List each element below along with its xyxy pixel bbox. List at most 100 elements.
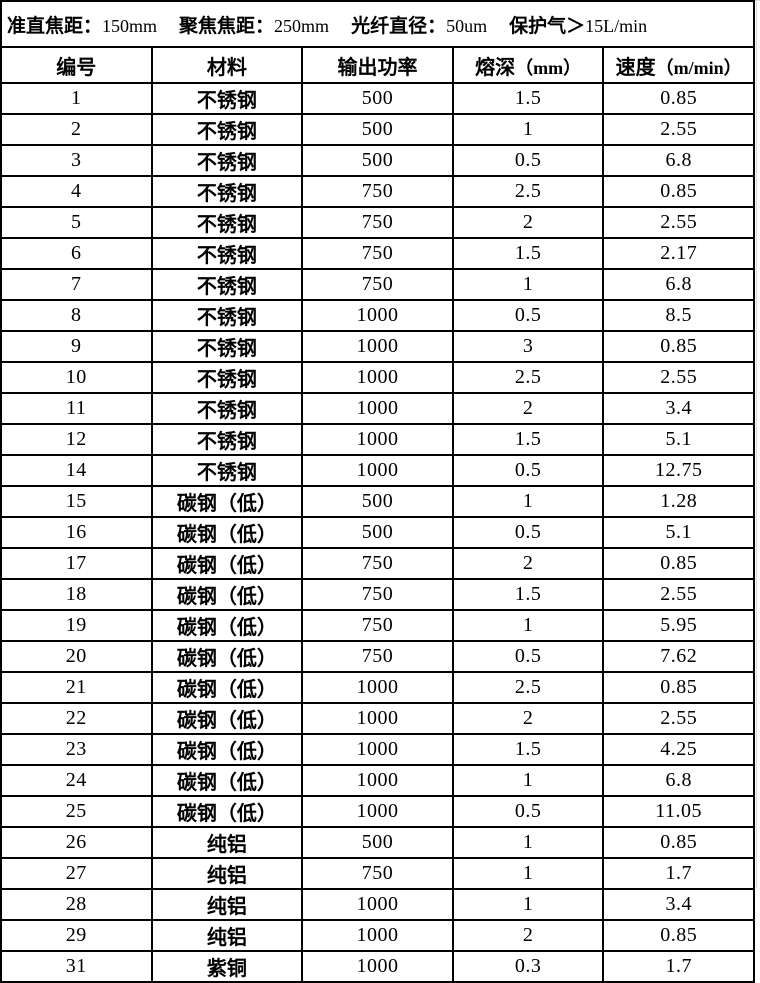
cell-depth: 1: [451, 268, 605, 301]
table-body: 1 不锈钢 500 1.5 0.85 2 不锈钢 500 1 2.55 3 不锈钢 500 0.5 6.8 4…: [0, 82, 755, 983]
cell-power: 500: [301, 144, 454, 177]
column-header-speed-unit: （m/min）: [655, 57, 742, 78]
cell-speed: 5.95: [602, 609, 755, 642]
cell-power: 750: [301, 268, 454, 301]
cell-power: 1000: [301, 330, 454, 363]
cell-speed: 1.7: [602, 950, 755, 983]
cell-material: 不锈钢: [150, 361, 304, 394]
cell-speed: 3.4: [602, 392, 755, 425]
cell-power: 500: [301, 516, 454, 549]
table-row: 17 碳钢（低） 750 2 0.85: [0, 547, 755, 580]
cell-material: 纯铝: [150, 919, 304, 952]
cell-depth: 1: [451, 609, 605, 642]
collimating-focal-length-value: 150mm: [102, 15, 158, 36]
table-row: 19 碳钢（低） 750 1 5.95: [0, 609, 755, 642]
cell-depth: 2: [451, 702, 605, 735]
cell-depth: 2.5: [451, 671, 605, 704]
cell-id: 14: [0, 454, 153, 487]
cell-speed: 0.85: [602, 330, 755, 363]
cell-speed: 5.1: [602, 516, 755, 549]
cell-material: 不锈钢: [150, 82, 304, 115]
cell-id: 1: [0, 82, 153, 115]
cell-power: 1000: [301, 733, 454, 766]
cell-speed: 2.55: [602, 361, 755, 394]
table-row: 10 不锈钢 1000 2.5 2.55: [0, 361, 755, 394]
cell-material: 紫铜: [150, 950, 304, 983]
cell-depth: 2: [451, 392, 605, 425]
table-row: 28 纯铝 1000 1 3.4: [0, 888, 755, 921]
table-row: 8 不锈钢 1000 0.5 8.5: [0, 299, 755, 332]
cell-power: 1000: [301, 888, 454, 921]
cell-speed: 0.85: [602, 82, 755, 115]
table-row: 16 碳钢（低） 500 0.5 5.1: [0, 516, 755, 549]
cell-id: 19: [0, 609, 153, 642]
cell-material: 不锈钢: [150, 392, 304, 425]
cell-material: 纯铝: [150, 857, 304, 890]
cell-depth: 1: [451, 764, 605, 797]
column-header-speed: 速度（m/min）: [602, 46, 755, 84]
column-header-depth-unit: （mm）: [515, 57, 582, 78]
table-row: 5 不锈钢 750 2 2.55: [0, 206, 755, 239]
cell-material: 不锈钢: [150, 144, 304, 177]
cell-depth: 3: [451, 330, 605, 363]
process-parameter-banner-row: 准直焦距：150mm 聚焦焦距：250mm 光纤直径：50um 保护气＞15L/min: [0, 0, 755, 48]
table-row: 23 碳钢（低） 1000 1.5 4.25: [0, 733, 755, 766]
cell-power: 500: [301, 82, 454, 115]
cell-power: 1000: [301, 361, 454, 394]
cell-power: 1000: [301, 950, 454, 983]
table-row: 14 不锈钢 1000 0.5 12.75: [0, 454, 755, 487]
focusing-focal-length-label: 聚焦焦距：: [179, 15, 275, 37]
cell-speed: 0.85: [602, 671, 755, 704]
shielding-gas-label: 保护气＞: [509, 15, 586, 37]
cell-id: 21: [0, 671, 153, 704]
cell-power: 1000: [301, 764, 454, 797]
cell-power: 750: [301, 547, 454, 580]
cell-id: 4: [0, 175, 153, 208]
table-row: 21 碳钢（低） 1000 2.5 0.85: [0, 671, 755, 704]
table-row: 22 碳钢（低） 1000 2 2.55: [0, 702, 755, 735]
cell-material: 不锈钢: [150, 330, 304, 363]
cell-material: 碳钢（低）: [150, 733, 304, 766]
cell-material: 碳钢（低）: [150, 485, 304, 518]
cell-speed: 6.8: [602, 764, 755, 797]
cell-depth: 2.5: [451, 175, 605, 208]
cell-depth: 2.5: [451, 361, 605, 394]
shielding-gas-value: 15L/min: [585, 15, 648, 36]
cell-material: 不锈钢: [150, 268, 304, 301]
cell-power: 1000: [301, 423, 454, 456]
table-row: 25 碳钢（低） 1000 0.5 11.05: [0, 795, 755, 828]
cell-power: 1000: [301, 392, 454, 425]
cell-material: 纯铝: [150, 826, 304, 859]
cell-speed: 0.85: [602, 547, 755, 580]
cell-material: 不锈钢: [150, 299, 304, 332]
cell-id: 22: [0, 702, 153, 735]
cell-depth: 0.5: [451, 795, 605, 828]
table-row: 7 不锈钢 750 1 6.8: [0, 268, 755, 301]
cell-speed: 6.8: [602, 268, 755, 301]
cell-material: 碳钢（低）: [150, 702, 304, 735]
cell-power: 750: [301, 237, 454, 270]
cell-power: 750: [301, 206, 454, 239]
process-parameter-banner: 准直焦距：150mm 聚焦焦距：250mm 光纤直径：50um 保护气＞15L/min: [0, 0, 755, 48]
cell-depth: 0.5: [451, 299, 605, 332]
cell-id: 26: [0, 826, 153, 859]
cell-depth: 0.5: [451, 516, 605, 549]
cell-speed: 6.8: [602, 144, 755, 177]
cell-speed: 2.55: [602, 206, 755, 239]
cell-power: 1000: [301, 671, 454, 704]
table-row: 15 碳钢（低） 500 1 1.28: [0, 485, 755, 518]
cell-depth: 1: [451, 857, 605, 890]
cell-material: 碳钢（低）: [150, 764, 304, 797]
cell-material: 碳钢（低）: [150, 671, 304, 704]
cell-speed: 1.7: [602, 857, 755, 890]
column-header-depth-title: 熔深: [475, 56, 516, 79]
cell-id: 16: [0, 516, 153, 549]
cell-depth: 0.5: [451, 454, 605, 487]
table-row: 12 不锈钢 1000 1.5 5.1: [0, 423, 755, 456]
column-header-speed-title: 速度: [615, 56, 656, 79]
column-header-depth: 熔深（mm）: [451, 46, 605, 84]
cell-id: 10: [0, 361, 153, 394]
table-row: 1 不锈钢 500 1.5 0.85: [0, 82, 755, 115]
cell-speed: 12.75: [602, 454, 755, 487]
table-row: 20 碳钢（低） 750 0.5 7.62: [0, 640, 755, 673]
